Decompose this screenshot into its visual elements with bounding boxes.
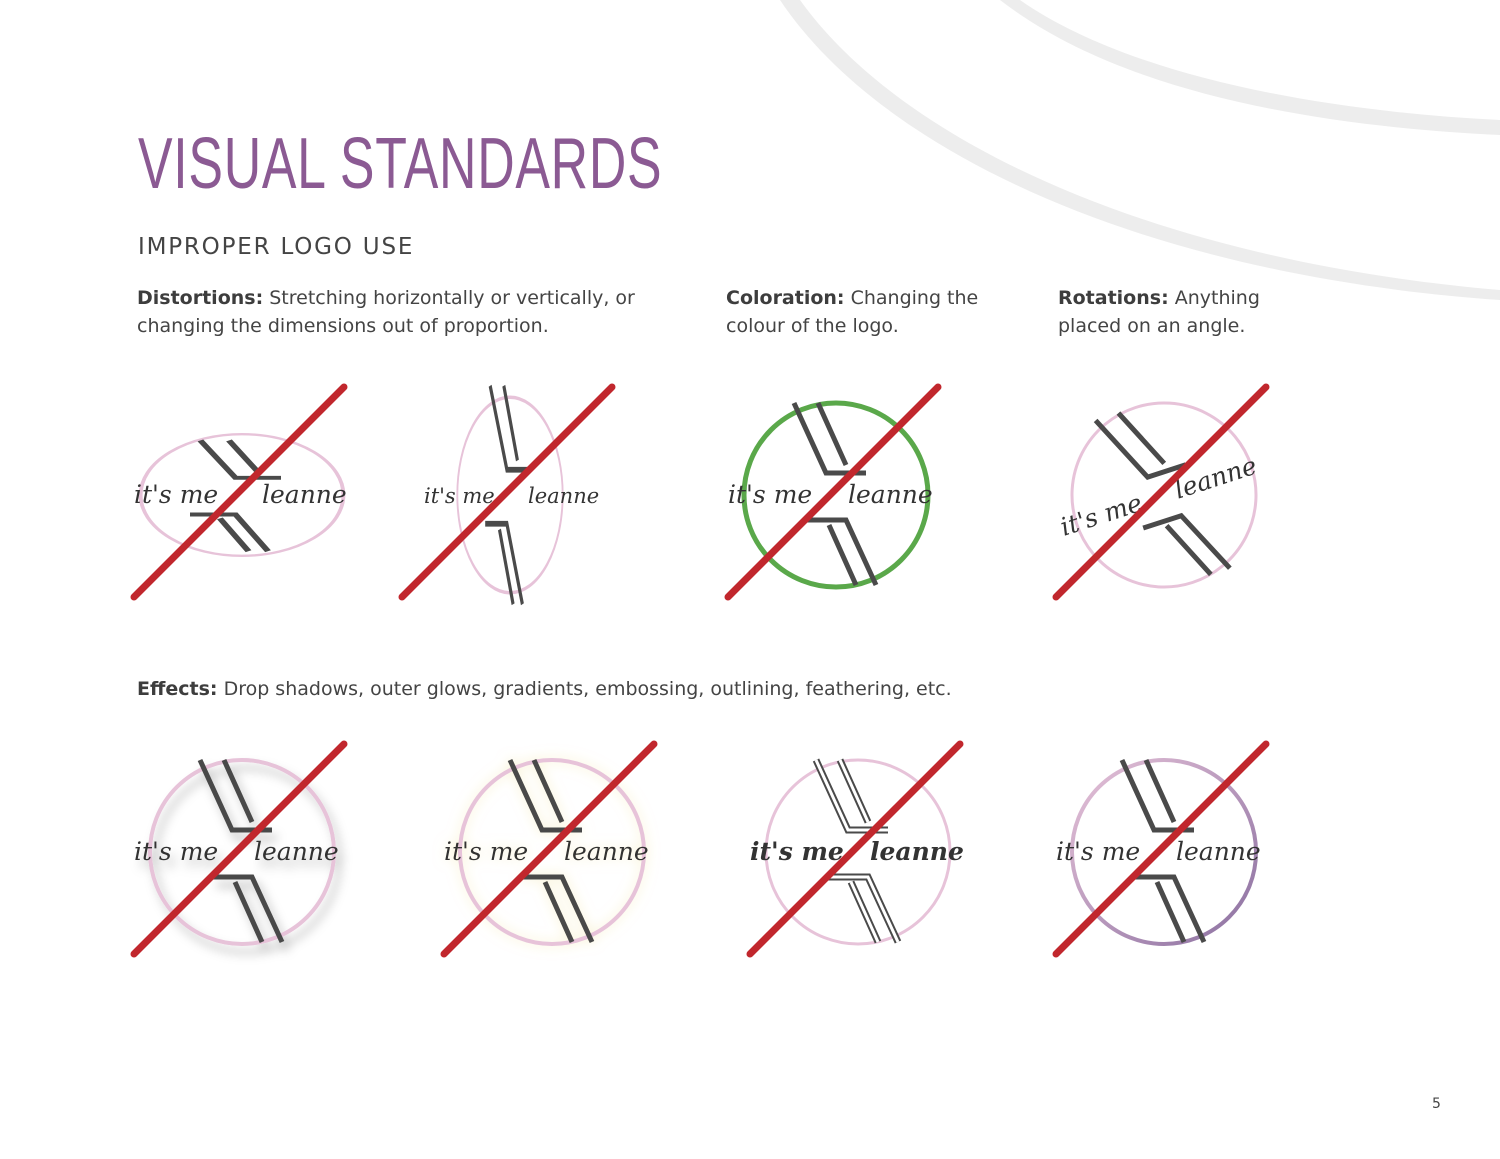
logo-distortion-horizontal: it's me leanne: [130, 383, 348, 601]
logo-ring: [1070, 401, 1258, 589]
coloration-label: Coloration:: [726, 287, 845, 309]
logo-mark-top: [1119, 758, 1194, 833]
rotations-description: Rotations: Anything placed on an angle.: [1058, 284, 1298, 340]
strike-line: [724, 383, 942, 601]
logo-word-left: it's me: [424, 484, 495, 508]
rotations-text: Anything placed on an angle.: [1058, 287, 1260, 337]
effects-label: Effects:: [137, 678, 218, 700]
strike-line: [746, 740, 964, 958]
logo-word-right: leanne: [254, 837, 339, 866]
logo-mark-top: [812, 758, 888, 834]
logo-effect-gradient: it's me leanne: [1052, 740, 1270, 958]
logo-ring: [1070, 758, 1258, 946]
logo-word-left: it's me: [728, 480, 812, 509]
logo-effect-outlining: it's me leanne: [746, 740, 964, 958]
logo-word-right: leanne: [528, 484, 599, 508]
page-subtitle: IMPROPER LOGO USE: [138, 234, 415, 260]
logo-mark-bottom: [212, 874, 285, 944]
page-number: 5: [1432, 1096, 1441, 1112]
logo-effect-drop-shadow: it's me leanne: [130, 740, 348, 958]
logo-mark-bottom: [806, 517, 879, 587]
logo-coloration: it's me leanne: [724, 383, 942, 601]
logo-mark-bottom: [1142, 512, 1232, 577]
logo-distortion-vertical: it's me leanne: [398, 383, 616, 606]
logo-mark-bottom: [485, 520, 524, 606]
logo-ring: [764, 758, 952, 946]
logo-word-left: it's me: [134, 837, 218, 866]
logo-word-right: leanne: [870, 837, 964, 866]
logo-mark-top: [1093, 411, 1187, 481]
distortions-text: Stretching horizontally or vertically, o…: [137, 287, 635, 337]
strike-line: [130, 383, 348, 601]
logo-word-right: leanne: [1171, 451, 1261, 505]
logo-mark-top: [197, 758, 272, 833]
logo-word-right: leanne: [564, 837, 649, 866]
rotations-label: Rotations:: [1058, 287, 1169, 309]
logo-effect-outer-glow: it's me leanne: [440, 740, 658, 958]
logo-word-left: it's me: [444, 837, 528, 866]
logo-word-left: it's me: [1056, 837, 1140, 866]
distortions-label: Distortions:: [137, 287, 264, 309]
logo-mark-bottom-inner: [828, 875, 900, 943]
logo-mark-bottom: [1134, 874, 1207, 944]
logo-word-left: it's me: [134, 480, 218, 509]
logo-word-left: it's me: [1057, 488, 1146, 542]
logo-ring: [148, 758, 336, 946]
logo-word-right: leanne: [262, 480, 347, 509]
logo-mark-bottom: [189, 512, 271, 553]
logo-rotation: it's me leanne: [1052, 383, 1270, 601]
strike-line: [1052, 383, 1270, 601]
strike-line: [1052, 740, 1270, 958]
logo-ring: [741, 400, 931, 590]
strike-line: [440, 740, 658, 958]
logo-ring: [458, 758, 646, 946]
logo-word-right: leanne: [848, 480, 933, 509]
effects-text: Drop shadows, outer glows, gradients, em…: [223, 678, 952, 700]
logo-ring: [138, 432, 346, 558]
effects-description: Effects: Drop shadows, outer glows, grad…: [137, 675, 1037, 703]
page-title: VISUAL STANDARDS: [138, 124, 663, 204]
distortions-description: Distortions: Stretching horizontally or …: [137, 284, 677, 340]
logo-mark-top: [791, 401, 866, 476]
coloration-description: Coloration: Changing the colour of the l…: [726, 284, 986, 340]
logo-mark-top: [507, 758, 582, 833]
strike-line: [130, 740, 348, 958]
coloration-text: Changing the colour of the logo.: [726, 287, 979, 337]
logo-mark-top: [197, 439, 281, 480]
strike-line: [398, 383, 616, 601]
logo-word-left: it's me: [750, 837, 844, 866]
logo-mark-top: [488, 384, 529, 473]
logo-mark-bottom: [522, 874, 595, 944]
logo-word-right: leanne: [1176, 837, 1261, 866]
